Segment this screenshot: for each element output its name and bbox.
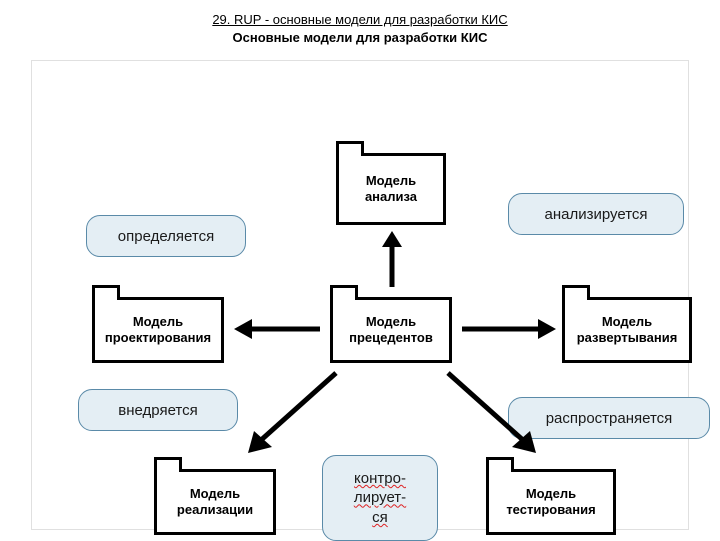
folder-label: Модель развертывания xyxy=(567,314,687,347)
folder-tab xyxy=(154,457,182,472)
callout-label: внедряется xyxy=(118,402,197,419)
callout-label: распространяется xyxy=(546,410,673,427)
arrow-down-left xyxy=(242,369,342,459)
callout-label: определяется xyxy=(118,228,214,245)
callout-controlled: контро- лирует- ся xyxy=(322,455,438,541)
callout-spreads: распространяется xyxy=(508,397,710,439)
folder-usecases: Модель прецедентов xyxy=(330,297,452,363)
folder-testing: Модель тестирования xyxy=(486,469,616,535)
callout-label: контро- лирует- ся xyxy=(354,469,406,528)
folder-deployment: Модель развертывания xyxy=(562,297,692,363)
folder-tab xyxy=(486,457,514,472)
folder-analysis: Модель анализа xyxy=(336,153,446,225)
folder-tab xyxy=(92,285,120,300)
folder-tab xyxy=(330,285,358,300)
arrow-up xyxy=(380,231,404,289)
folder-label: Модель анализа xyxy=(341,173,441,206)
folder-label: Модель реализации xyxy=(159,486,271,519)
folder-tab xyxy=(336,141,364,156)
folder-design: Модель проектирования xyxy=(92,297,224,363)
arrow-left xyxy=(234,317,324,341)
diagram-frame: Модель анализа Модель проектирования Мод… xyxy=(31,60,689,530)
callout-analyzed: анализируется xyxy=(508,193,684,235)
arrow-right xyxy=(458,317,556,341)
folder-label: Модель тестирования xyxy=(491,486,611,519)
folder-label: Модель проектирования xyxy=(97,314,219,347)
callout-label: анализируется xyxy=(544,206,647,223)
folder-realization: Модель реализации xyxy=(154,469,276,535)
folder-label: Модель прецедентов xyxy=(335,314,447,347)
callout-defined: определяется xyxy=(86,215,246,257)
folder-tab xyxy=(562,285,590,300)
page-title-1: 29. RUP - основные модели для разработки… xyxy=(0,12,720,27)
page-title-2: Основные модели для разработки КИС xyxy=(0,30,720,45)
callout-implemented: внедряется xyxy=(78,389,238,431)
